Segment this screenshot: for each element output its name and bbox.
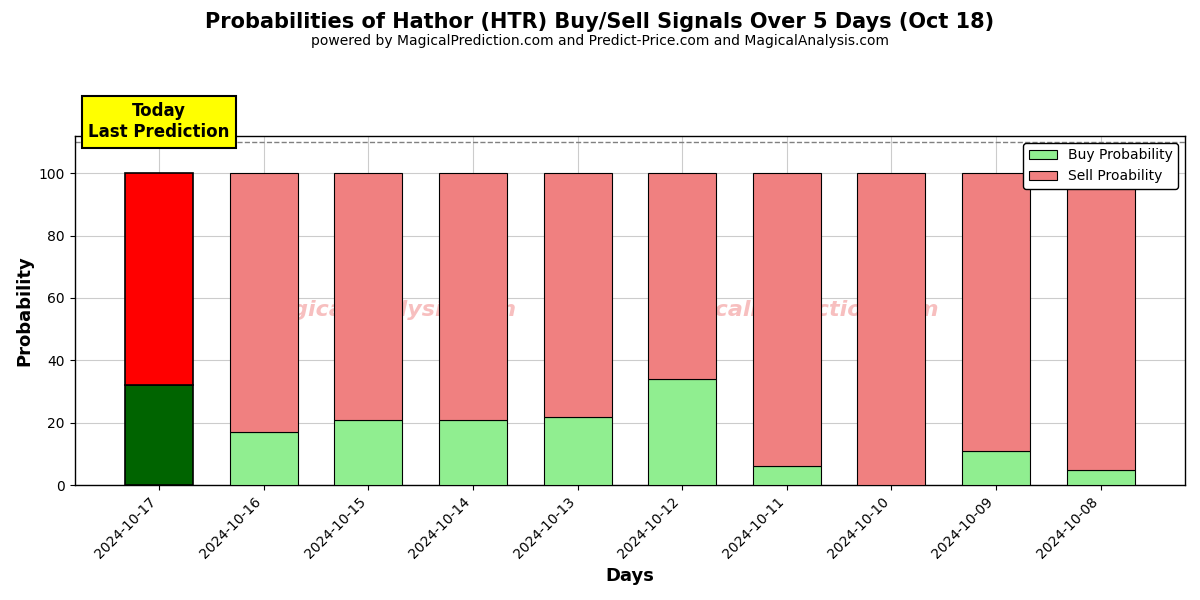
Bar bbox=[1067, 173, 1134, 470]
Y-axis label: Probability: Probability bbox=[16, 255, 34, 366]
Bar bbox=[229, 173, 298, 432]
Text: MagicalPrediction.com: MagicalPrediction.com bbox=[654, 301, 938, 320]
Bar bbox=[648, 379, 716, 485]
Text: Today
Last Prediction: Today Last Prediction bbox=[89, 102, 230, 141]
Bar bbox=[439, 419, 506, 485]
Text: MagicalAnalysis.com: MagicalAnalysis.com bbox=[256, 301, 516, 320]
Bar bbox=[857, 173, 925, 485]
Bar bbox=[1067, 470, 1134, 485]
Bar bbox=[335, 173, 402, 419]
Text: Probabilities of Hathor (HTR) Buy/Sell Signals Over 5 Days (Oct 18): Probabilities of Hathor (HTR) Buy/Sell S… bbox=[205, 12, 995, 32]
Text: powered by MagicalPrediction.com and Predict-Price.com and MagicalAnalysis.com: powered by MagicalPrediction.com and Pre… bbox=[311, 34, 889, 48]
Bar bbox=[125, 385, 193, 485]
Bar bbox=[544, 416, 612, 485]
Bar bbox=[439, 173, 506, 419]
Bar bbox=[648, 173, 716, 379]
X-axis label: Days: Days bbox=[605, 567, 654, 585]
Bar bbox=[752, 466, 821, 485]
Bar bbox=[125, 173, 193, 385]
Bar bbox=[229, 432, 298, 485]
Bar bbox=[544, 173, 612, 416]
Bar bbox=[962, 451, 1030, 485]
Bar bbox=[962, 173, 1030, 451]
Legend: Buy Probability, Sell Proability: Buy Probability, Sell Proability bbox=[1024, 143, 1178, 189]
Bar bbox=[335, 419, 402, 485]
Bar bbox=[752, 173, 821, 466]
